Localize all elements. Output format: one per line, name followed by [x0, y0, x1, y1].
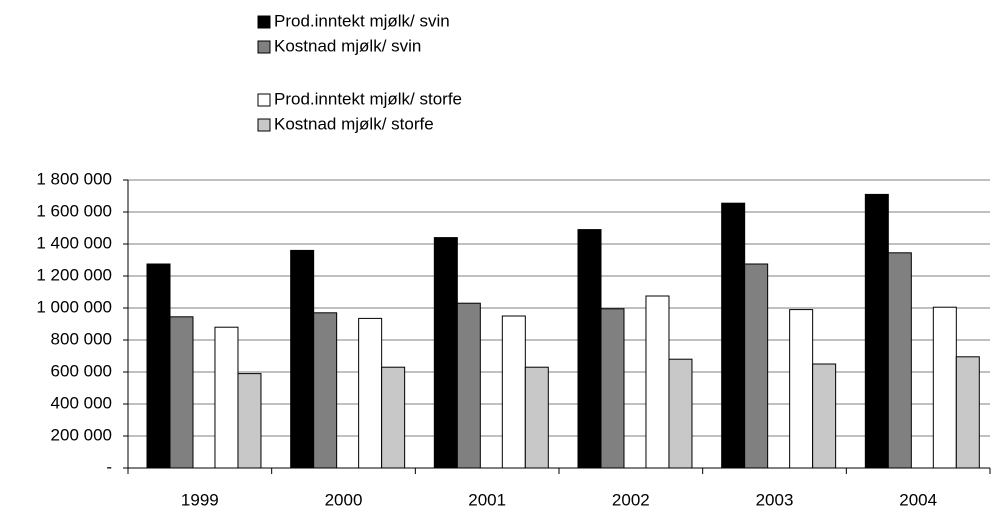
- bar: [146, 263, 171, 469]
- legend-label: Kostnad mjølk/ storfe: [274, 114, 434, 133]
- bar: [237, 373, 262, 469]
- bar: [600, 308, 625, 469]
- legend-label: Prod.inntekt mjølk/ svin: [274, 11, 450, 30]
- bar: [524, 366, 549, 469]
- bar: [433, 237, 458, 469]
- y-tick-label: 1 800 000: [36, 169, 112, 188]
- y-tick-label: 1 200 000: [36, 265, 112, 284]
- y-tick-label: 1 600 000: [36, 201, 112, 220]
- bar: [812, 363, 837, 469]
- bar: [577, 229, 602, 469]
- legend-swatch: [257, 15, 271, 29]
- bar: [645, 295, 670, 469]
- y-tick-label: 200 000: [51, 425, 112, 444]
- bar: [721, 202, 746, 469]
- y-tick-label: 400 000: [51, 393, 112, 412]
- bar: [456, 302, 481, 469]
- bar: [358, 317, 383, 469]
- x-tick-label: 2000: [325, 490, 363, 509]
- bar: [290, 249, 315, 469]
- bar: [744, 263, 769, 469]
- x-tick-label: 2001: [468, 490, 506, 509]
- bar: [501, 315, 526, 469]
- x-tick-label: 2003: [756, 490, 794, 509]
- bar: [381, 366, 406, 469]
- bar: [668, 358, 693, 469]
- x-tick-label: 2004: [899, 490, 937, 509]
- bar: [313, 312, 338, 469]
- bar: [955, 356, 980, 469]
- legend-swatch: [257, 118, 271, 132]
- y-tick-label: 600 000: [51, 361, 112, 380]
- legend-label: Kostnad mjølk/ svin: [274, 36, 421, 55]
- legend-swatch: [257, 40, 271, 54]
- bar: [214, 326, 239, 469]
- y-tick-label: 1 000 000: [36, 297, 112, 316]
- x-tick-label: 1999: [181, 490, 219, 509]
- x-tick-label: 2002: [612, 490, 650, 509]
- bar: [169, 316, 194, 469]
- legend-label: Prod.inntekt mjølk/ storfe: [274, 89, 462, 108]
- legend-swatch: [257, 93, 271, 107]
- bar: [864, 193, 889, 469]
- y-tick-label: 800 000: [51, 329, 112, 348]
- bar: [932, 306, 957, 469]
- bar: [789, 309, 814, 469]
- y-tick-label: 1 400 000: [36, 233, 112, 252]
- y-tick-label: -: [106, 457, 112, 476]
- bar: [887, 252, 912, 469]
